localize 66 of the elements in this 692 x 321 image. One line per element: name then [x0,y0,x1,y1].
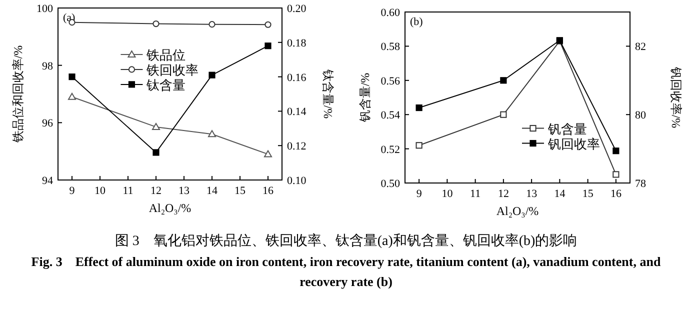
x-tick-label: 12 [498,188,509,200]
point [152,20,160,28]
x-tick-label: 10 [94,185,106,197]
point [68,92,76,100]
point [612,171,620,178]
y-tick-label: 0.50 [380,178,400,190]
y-tick-label: 0.60 [380,7,400,19]
point [416,104,422,112]
point [208,21,216,28]
x-tick-label: 14 [206,185,218,197]
y-tick-label: 0.56 [380,75,400,88]
point [264,150,272,158]
legend-label: 钒含量 [547,121,587,136]
point [68,74,76,80]
x-tick-label: 11 [122,185,134,197]
point [264,21,272,28]
caption: Fig. 3 Effect of aluminum oxide on iron content, iron recovery rate, titanium content (a), vanadium content, and recovery rate (b) [30,253,662,291]
x-tick-label: 16 [610,188,622,200]
point [416,142,422,149]
y2-tick-label: 0.12 [287,140,306,153]
point [500,111,507,118]
y-axis-title: 钒含量/% [358,72,372,124]
point [264,42,272,50]
x-tick-label: 15 [582,188,594,200]
y-axis-title: 铁品位和回收率/% [11,45,25,144]
point [500,77,507,84]
x-tick-label: 13 [526,188,538,200]
legend-label: 铁回收率 [146,62,199,78]
y2-tick-label: 0.20 [287,3,307,15]
y-tick-label: 94 [42,175,54,187]
x-axis-title: Al₂O₃/% [148,201,192,215]
x-tick-label: 14 [554,188,566,200]
x-axis-title: Al₂O₃/% [496,204,539,218]
point [208,130,216,138]
x-tick-label: 9 [69,185,76,197]
y2-tick-label: 0.10 [287,175,307,187]
y2-tick-label: 80 [635,110,646,122]
y2-axis-title: 钛含量/% [321,68,335,119]
y-tick-label: 0.54 [380,110,400,122]
x-tick-label: 12 [150,185,162,197]
y2-axis-title: 钒回收率/% [669,66,683,128]
y2-tick-label: 0.14 [287,106,307,118]
y2-tick-label: 82 [635,41,646,54]
x-tick-label: 16 [262,185,274,197]
point [152,149,160,156]
y-tick-label: 0.58 [380,41,400,54]
x-tick-label: 11 [470,188,481,200]
y2-tick-label: 0.18 [287,37,307,50]
point [152,122,160,130]
y-tick-label: 100 [36,3,54,15]
y2-tick-label: 78 [635,178,646,190]
legend-label: 钒回收率 [547,136,600,152]
y2-tick-label: 0.16 [287,72,307,84]
x-tick-label: 13 [178,185,190,197]
y-tick-label: 98 [42,60,54,72]
x-tick-label: 15 [234,185,246,197]
x-tick-label: 10 [442,188,454,200]
y-tick-label: 0.52 [380,144,400,156]
y-tick-label: 96 [42,118,54,130]
x-tick-label: 9 [416,188,422,200]
legend-label: 铁品位 [146,47,186,62]
caption: 图 3 氧化铝对铁品位、铁回收率、钛含量(a)和钒含量、钒回收率(b)的影响 [114,232,578,251]
point [208,72,216,78]
legend-label: 钛含量 [146,77,186,92]
annotation: (b) [410,16,424,28]
point [612,148,620,154]
